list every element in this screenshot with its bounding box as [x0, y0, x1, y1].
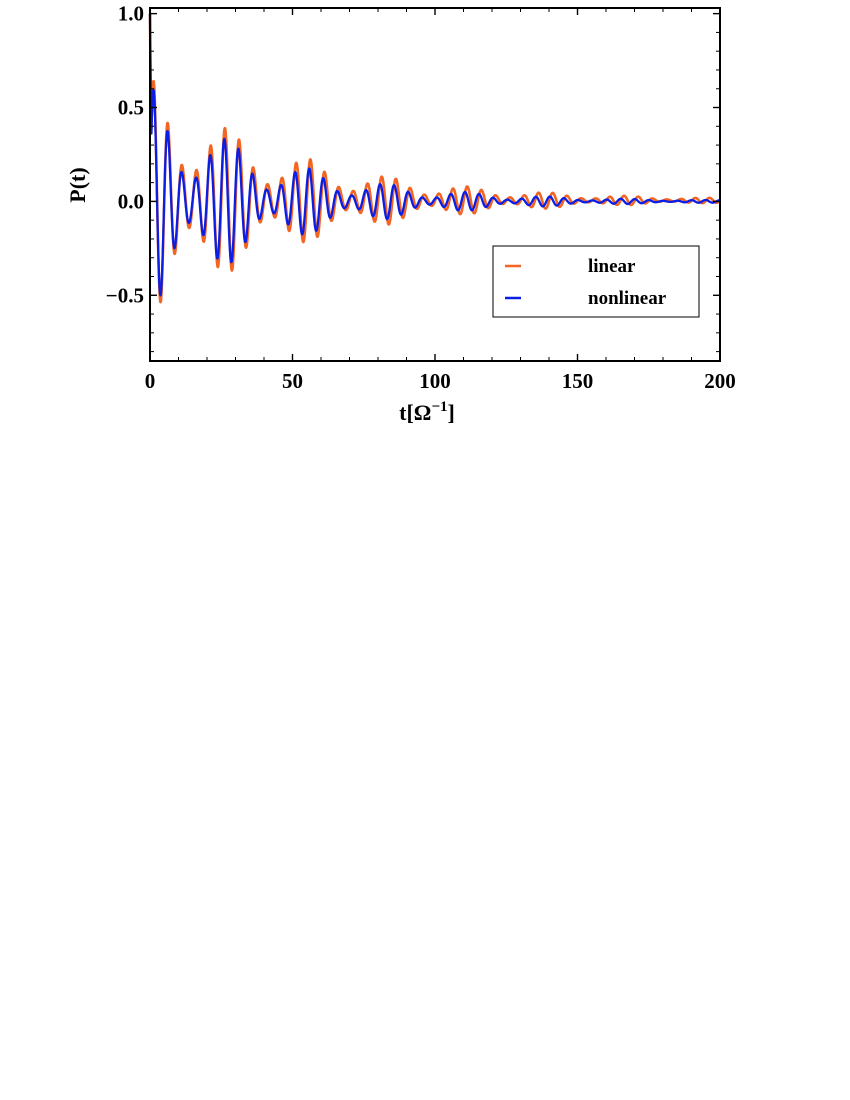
ticks [149, 8, 721, 361]
x-axis-title-sup: −1 [431, 399, 447, 415]
x-tick-label: 50 [282, 369, 303, 393]
legend: linear nonlinear [492, 245, 700, 318]
tick-labels: 0 50 100 150 200 −0.5 0.0 0.5 1.0 [106, 2, 736, 393]
y-tick-label: 0.5 [118, 96, 144, 120]
y-axis-title: P(t) [65, 167, 90, 202]
legend-box [492, 245, 700, 318]
x-tick-label: 100 [419, 369, 451, 393]
y-tick-label: 0.0 [118, 189, 144, 213]
legend-label-nonlinear: nonlinear [588, 288, 667, 309]
x-tick-label: 200 [704, 369, 736, 393]
series-line-nonlinear [148, 13, 721, 297]
x-axis-title-close: ] [448, 400, 455, 425]
x-tick-label: 0 [145, 369, 156, 393]
x-axis-title: t[Ω−1] [399, 399, 455, 425]
x-axis-title-base: t[Ω [399, 400, 431, 425]
y-tick-label: 1.0 [118, 2, 144, 26]
y-tick-label: −0.5 [106, 283, 144, 307]
plot-lines [148, 13, 722, 304]
legend-label-linear: linear [588, 256, 636, 277]
x-tick-label: 150 [562, 369, 594, 393]
